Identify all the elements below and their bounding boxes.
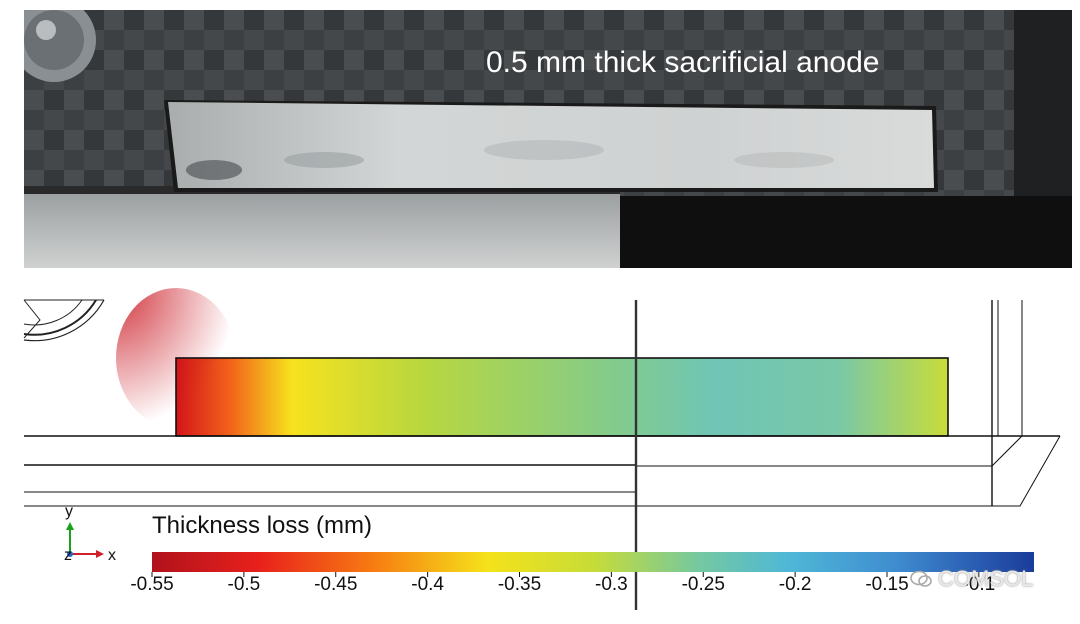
- colorbar-title: Thickness loss (mm): [152, 512, 373, 539]
- colorbar-tick-label: -0.15: [865, 574, 909, 595]
- colorbar-tick-label: -0.45: [314, 574, 358, 595]
- watermark-text: COMSOL: [938, 566, 1034, 591]
- chat-bubble-icon: [910, 568, 932, 587]
- watermark: COMSOL: [910, 566, 1033, 592]
- colorbar-tick-label: -0.3: [595, 574, 628, 595]
- axis-y-label: y: [65, 503, 73, 520]
- bolt-arc-outer: [23, 299, 105, 342]
- axis-triad: y x z: [64, 503, 116, 564]
- anode-label: 0.5 mm thick sacrificial anode: [486, 46, 880, 79]
- bolt-arc-mid: [23, 299, 97, 336]
- axis-x-label: x: [108, 547, 116, 564]
- colorbar-tick-label: -0.55: [130, 574, 174, 595]
- colorbar-tick-label: -0.25: [681, 574, 725, 595]
- colorbar: [152, 552, 1034, 572]
- simulation-panel: y x z Thickness loss (mm) -0.55 -0.5 -0.45…: [0, 280, 1080, 624]
- anode-thickness-map: [116, 288, 949, 437]
- colorbar-tick-label: -0.35: [497, 574, 542, 595]
- colorbar-ticks: [151, 572, 980, 577]
- colorbar-tick-label: -0.4: [411, 574, 444, 595]
- axis-z-label: z: [64, 547, 72, 564]
- simulation-geometry: y x z: [23, 288, 1061, 610]
- colorbar-tick-label: -0.1: [962, 574, 996, 595]
- colorbar-tick-label: -0.2: [778, 574, 812, 595]
- colorbar-tick-label: -0.5: [227, 574, 261, 595]
- anode-photo: 0.5 mm thick sacrificial anode: [24, 10, 1072, 268]
- anode-photo-image: [24, 10, 1072, 268]
